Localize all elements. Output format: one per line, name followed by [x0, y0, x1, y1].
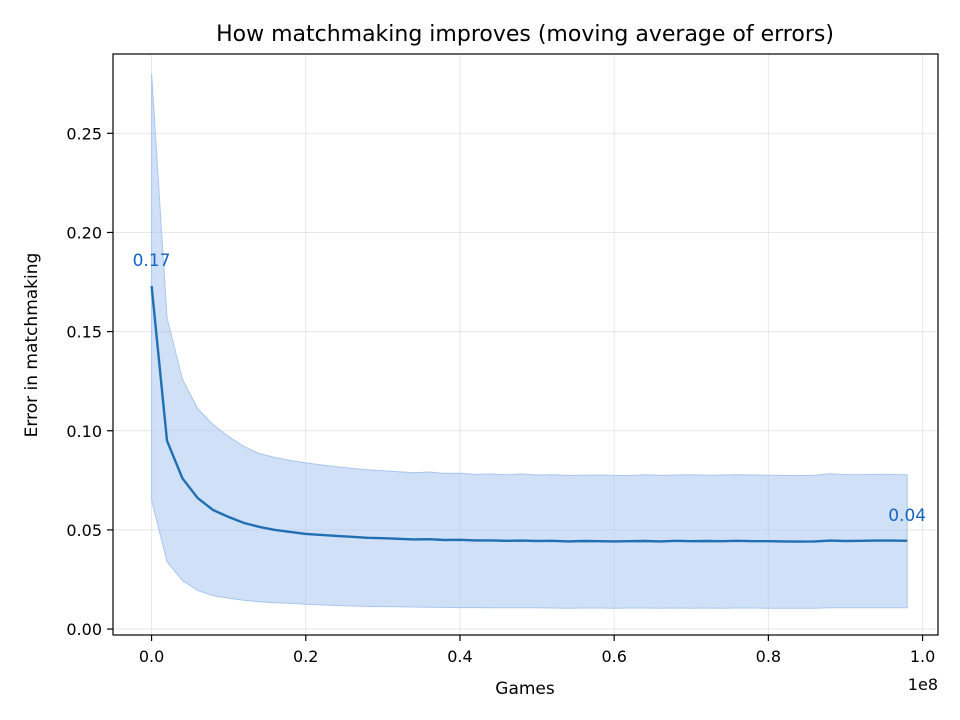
x-tick-label: 1.0 [910, 647, 935, 666]
x-tick-label: 0.6 [601, 647, 626, 666]
x-tick-label: 0.0 [139, 647, 164, 666]
error-band [151, 73, 908, 609]
series-line [150, 285, 908, 543]
y-tick-label: 0.05 [66, 521, 102, 540]
annotations: 0.17 0.04 [133, 251, 926, 526]
y-tick-label: 0.15 [66, 323, 102, 342]
grid [113, 54, 938, 635]
y-tick-label: 0.10 [66, 422, 102, 441]
chart-title: How matchmaking improves (moving average… [216, 22, 834, 47]
annotation-label: 0.04 [888, 506, 926, 526]
x-tick-label: 0.2 [293, 647, 318, 666]
annotation-label: 0.17 [133, 251, 171, 271]
y-axis: 0.00 0.05 0.10 0.15 0.20 0.25 [66, 124, 113, 639]
x-axis: 0.0 0.2 0.4 0.6 0.8 1.0 [139, 635, 935, 666]
y-tick-label: 0.00 [66, 620, 102, 639]
plot-frame [112, 53, 939, 636]
y-axis-label: Error in matchmaking [22, 253, 42, 438]
x-axis-label: Games [495, 679, 555, 699]
x-tick-label: 0.4 [447, 647, 472, 666]
y-tick-label: 0.20 [66, 223, 102, 242]
x-tick-label: 0.8 [756, 647, 781, 666]
y-tick-label: 0.25 [66, 124, 102, 143]
x-axis-offset-label: 1e8 [908, 675, 938, 694]
